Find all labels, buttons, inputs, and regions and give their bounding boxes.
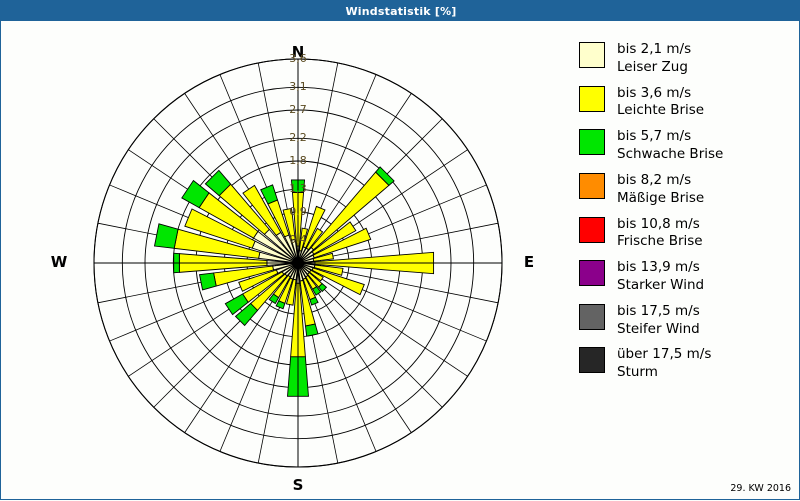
compass-label-west: W bbox=[50, 253, 68, 271]
wind-rose-petal-segment bbox=[309, 296, 319, 306]
legend-label: über 17,5 m/s Sturm bbox=[617, 346, 711, 382]
legend-name: Leichte Brise bbox=[617, 102, 705, 119]
legend-label: bis 2,1 m/s Leiser Zug bbox=[617, 41, 691, 77]
legend-item[interactable]: bis 8,2 m/s Mäßige Brise bbox=[579, 172, 793, 208]
wind-rose-petal-segment bbox=[268, 293, 280, 305]
legend-name: Sturm bbox=[617, 364, 658, 381]
wind-rose-petal-segment bbox=[305, 227, 324, 251]
legend-swatch bbox=[579, 216, 605, 243]
radial-tick-label: 2,7 bbox=[289, 103, 307, 116]
wind-rose-petal-segment bbox=[275, 300, 286, 310]
window-title-bar: Windstatistik [%] bbox=[1, 1, 800, 21]
wind-rose-petal-segment bbox=[312, 227, 372, 259]
legend-label: bis 10,8 m/s Frische Brise bbox=[617, 216, 703, 252]
legend-swatch bbox=[579, 172, 605, 199]
wind-rose-petal-segment bbox=[242, 184, 282, 237]
wind-rose-petal-segment bbox=[198, 272, 217, 291]
wind-rose-petal-segment bbox=[312, 285, 322, 296]
legend-name: Schwache Brise bbox=[617, 146, 724, 163]
legend-swatch bbox=[579, 303, 605, 330]
compass-label-south: S bbox=[292, 476, 304, 494]
legend-name: Mäßige Brise bbox=[617, 189, 705, 206]
legend-item[interactable]: bis 5,7 m/s Schwache Brise bbox=[579, 128, 793, 164]
legend-swatch bbox=[579, 42, 605, 68]
legend-item[interactable]: bis 2,1 m/s Leiser Zug bbox=[579, 41, 793, 77]
wind-rose-plot: N E S W 0,4 0,9 1,3 1,8 2,2 2,7 3,1 3,6 bbox=[1, 21, 561, 501]
wind-rose-petal-segment bbox=[298, 227, 309, 252]
compass-label-east: E bbox=[523, 253, 535, 271]
legend-swatch bbox=[579, 129, 605, 156]
wind-rose-petal-segment bbox=[238, 269, 279, 292]
legend-item[interactable]: über 17,5 m/s Sturm bbox=[579, 346, 793, 382]
legend-item[interactable]: bis 17,5 m/s Steifer Wind bbox=[579, 303, 793, 339]
wind-rose-petal-segment bbox=[282, 207, 296, 241]
legend-swatch bbox=[579, 85, 605, 112]
legend-swatch bbox=[579, 347, 605, 374]
radial-tick-label: 0,9 bbox=[289, 205, 307, 218]
wind-rose-petal-segment bbox=[234, 302, 259, 327]
wind-rose-petal-segment bbox=[308, 269, 324, 282]
legend-label: bis 3,6 m/s Leichte Brise bbox=[617, 85, 704, 121]
legend-item[interactable]: bis 10,8 m/s Frische Brise bbox=[579, 216, 793, 252]
wind-rose-petal-segment bbox=[375, 166, 395, 186]
legend-label: bis 5,7 m/s Schwache Brise bbox=[617, 128, 723, 164]
legend-label: bis 17,5 m/s Steifer Wind bbox=[617, 303, 700, 339]
legend-range: bis 10,8 m/s bbox=[617, 215, 700, 232]
legend-name: Frische Brise bbox=[617, 233, 703, 250]
wind-rose-petal-segment bbox=[302, 205, 326, 249]
wind-rose-svg bbox=[93, 58, 503, 468]
week-stamp: 29. KW 2016 bbox=[730, 483, 791, 494]
legend-range: bis 13,9 m/s bbox=[617, 259, 700, 276]
legend-range: bis 8,2 m/s bbox=[617, 171, 692, 188]
radial-tick-label: 2,2 bbox=[289, 131, 307, 145]
legend-label: bis 8,2 m/s Mäßige Brise bbox=[617, 172, 704, 208]
radial-tick-label: 3,1 bbox=[289, 80, 307, 94]
wind-rose-petal-segment bbox=[260, 184, 279, 205]
wind-rose-petal-segment bbox=[153, 223, 179, 249]
wind-rose-petal-segment bbox=[304, 323, 319, 337]
wind-rose-petal-segment bbox=[204, 169, 232, 197]
legend-name: Leiser Zug bbox=[617, 58, 688, 75]
legend-item[interactable]: bis 13,9 m/s Starker Wind bbox=[579, 259, 793, 295]
legend-range: über 17,5 m/s bbox=[617, 346, 712, 363]
window-title: Windstatistik [%] bbox=[345, 4, 457, 18]
legend-name: Steifer Wind bbox=[617, 320, 700, 337]
wind-rose-petal-segment bbox=[224, 293, 249, 316]
radial-tick-label: 3,6 bbox=[289, 52, 307, 65]
legend-range: bis 2,1 m/s bbox=[617, 41, 692, 57]
legend-swatch bbox=[579, 260, 605, 287]
compass-label-north: N bbox=[291, 43, 305, 61]
wind-rose-petal-segment bbox=[184, 208, 256, 249]
legend-name: Starker Wind bbox=[617, 276, 705, 293]
wind-rose-petal-segment bbox=[317, 282, 328, 293]
wind-rose-petal-segment bbox=[181, 179, 210, 209]
legend: bis 2,1 m/s Leiser Zug bis 3,6 m/s Leichte … bbox=[579, 41, 793, 390]
wind-rose-petal-segment bbox=[312, 252, 334, 262]
radial-tick-label: 1,3 bbox=[289, 182, 307, 196]
legend-range: bis 17,5 m/s bbox=[617, 302, 700, 319]
wind-rose-petal-segment bbox=[311, 221, 357, 255]
wind-rose-petal-segment bbox=[313, 264, 344, 276]
legend-label: bis 13,9 m/s Starker Wind bbox=[617, 259, 704, 295]
radial-tick-label: 1,8 bbox=[289, 154, 307, 167]
legend-range: bis 3,6 m/s bbox=[617, 84, 692, 101]
wind-rose-petals bbox=[153, 166, 435, 397]
wind-rose-petal-segment bbox=[311, 267, 365, 296]
legend-range: bis 5,7 m/s bbox=[617, 128, 692, 145]
legend-item[interactable]: bis 3,6 m/s Leichte Brise bbox=[579, 85, 793, 121]
radial-tick-label: 0,4 bbox=[289, 233, 307, 247]
wind-rose-petal-segment bbox=[285, 278, 297, 306]
